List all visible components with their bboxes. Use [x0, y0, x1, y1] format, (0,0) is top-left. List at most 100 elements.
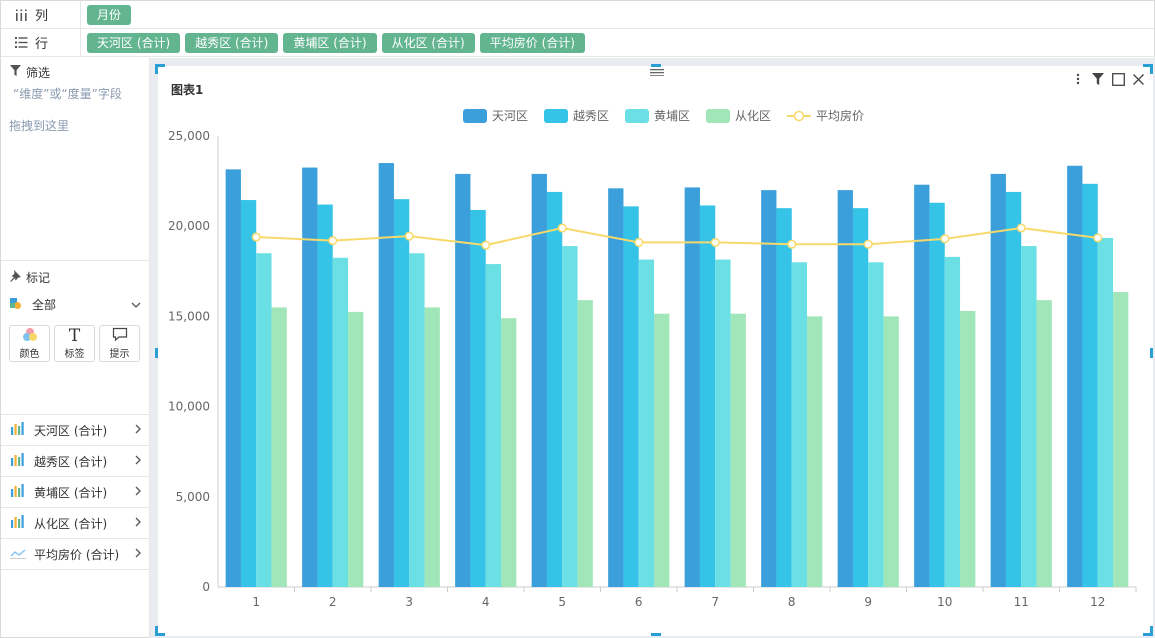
x-tick-label: 6	[635, 595, 643, 609]
bar	[577, 300, 593, 587]
bar	[837, 190, 853, 587]
resize-handle-top-left[interactable]	[155, 64, 165, 67]
x-tick-label: 9	[864, 595, 872, 609]
chart-title: 图表1	[171, 83, 204, 97]
bar	[531, 173, 547, 587]
columns-pill-list: 月份	[81, 4, 136, 25]
resize-handle-top-left-v[interactable]	[155, 64, 158, 74]
chart-card[interactable]: 图表1 0 5,000 10,000 15,000 20,000 25,000 1 2 3 4 5 6…	[158, 66, 1153, 636]
x-tick-label: 8	[788, 595, 796, 609]
resize-handle-bottom-right-v[interactable]	[1150, 626, 1153, 636]
bar	[256, 253, 272, 587]
marks-title: 标记	[1, 263, 149, 291]
legend-swatch	[463, 109, 487, 123]
rows-pill-list: 天河区 (合计) 越秀区 (合计) 黄埔区 (合计) 从化区 (合计) 平均房价 (合计…	[81, 32, 590, 53]
bar	[730, 313, 746, 587]
resize-handle-bottom-right[interactable]	[1143, 633, 1153, 636]
label-button[interactable]: T 标签	[54, 325, 95, 362]
bar	[1067, 165, 1083, 587]
text-icon: T	[68, 326, 81, 346]
line-point	[863, 239, 873, 249]
filter-icon	[10, 65, 21, 79]
filter-icon[interactable]	[1091, 72, 1105, 86]
marks-section: 标记 全部 颜色 T 标签	[1, 263, 149, 415]
mark-buttons: 颜色 T 标签 提示	[1, 325, 149, 362]
bar	[470, 209, 486, 588]
mark-field-row[interactable]: 越秀区 (合计)	[1, 446, 149, 477]
row-pill[interactable]: 越秀区 (合计)	[185, 32, 279, 53]
mark-field-label: 天河区 (合计)	[34, 423, 108, 438]
bar	[776, 208, 792, 587]
palette-icon	[22, 327, 38, 345]
bar	[684, 187, 700, 587]
mark-field-label: 平均房价 (合计)	[34, 547, 120, 562]
line-point	[404, 231, 414, 241]
line-chart-icon	[10, 547, 26, 562]
mark-field-row[interactable]: 天河区 (合计)	[1, 415, 149, 446]
legend-label: 黄埔区	[654, 109, 690, 123]
y-tick-label: 25,000	[168, 129, 210, 143]
line-point	[710, 237, 720, 247]
bar	[501, 318, 517, 587]
resize-handle-bottom[interactable]	[651, 633, 661, 636]
resize-handle-bottom-left-v[interactable]	[155, 626, 158, 636]
pin-icon	[10, 269, 21, 285]
y-tick-label: 0	[202, 580, 210, 594]
line-point	[940, 234, 950, 244]
bar	[638, 259, 655, 587]
mark-field-label: 黄埔区 (合计)	[34, 485, 108, 500]
resize-handle-bottom-left[interactable]	[155, 633, 165, 636]
bar	[623, 206, 639, 587]
row-pill[interactable]: 从化区 (合计)	[381, 32, 475, 53]
column-pill[interactable]: 月份	[87, 4, 132, 25]
tooltip-button[interactable]: 提示	[99, 325, 140, 362]
resize-handle-top-right[interactable]	[1143, 64, 1153, 67]
legend-point-swatch	[793, 110, 805, 122]
chevron-right-icon	[135, 516, 141, 531]
bar	[1082, 183, 1098, 587]
mark-field-row[interactable]: 从化区 (合计)	[1, 508, 149, 539]
filter-section[interactable]: 筛选 “维度”或“度量”字段 拖拽到这里	[1, 58, 149, 261]
bar	[271, 307, 287, 587]
resize-handle-right[interactable]	[1150, 348, 1153, 358]
line-point	[557, 223, 567, 233]
x-tick-label: 11	[1014, 595, 1029, 609]
row-pill[interactable]: 黄埔区 (合计)	[283, 32, 377, 53]
bar	[929, 202, 945, 588]
bar	[332, 257, 349, 587]
marks-title-label: 标记	[26, 270, 51, 285]
bar	[240, 200, 257, 588]
legend-label: 越秀区	[573, 109, 609, 123]
bar	[1005, 191, 1022, 587]
resize-handle-left[interactable]	[155, 348, 158, 358]
x-tick-label: 12	[1090, 595, 1105, 609]
close-icon[interactable]	[1131, 72, 1145, 86]
resize-handle-top[interactable]	[651, 64, 661, 67]
color-button-label: 颜色	[19, 349, 40, 360]
mark-field-row[interactable]: 黄埔区 (合计)	[1, 477, 149, 508]
marks-type-selector[interactable]: 全部	[1, 291, 149, 317]
marks-type-label: 全部	[32, 297, 57, 312]
color-button[interactable]: 颜色	[9, 325, 50, 362]
row-pill[interactable]: 平均房价 (合计)	[479, 32, 585, 53]
resize-handle-top-right-v[interactable]	[1150, 64, 1153, 74]
drag-handle-icon[interactable]	[650, 66, 664, 79]
more-icon[interactable]	[1071, 72, 1085, 86]
line-point	[1093, 233, 1103, 243]
bar	[715, 259, 731, 587]
row-pill[interactable]: 天河区 (合计)	[87, 32, 181, 53]
line-point	[634, 237, 644, 247]
y-tick-label: 10,000	[168, 400, 210, 414]
bar	[1021, 246, 1037, 587]
mark-field-row[interactable]: 平均房价 (合计)	[1, 539, 149, 570]
legend-swatch	[706, 109, 730, 123]
line-point	[787, 239, 797, 249]
x-tick-label: 1	[252, 595, 260, 609]
bar	[424, 307, 440, 587]
bar-chart-icon	[10, 422, 26, 438]
rows-shelf-label: 行	[35, 37, 49, 52]
legend-label: 从化区	[735, 109, 771, 123]
bar	[990, 173, 1006, 587]
maximize-icon[interactable]	[1111, 72, 1125, 86]
